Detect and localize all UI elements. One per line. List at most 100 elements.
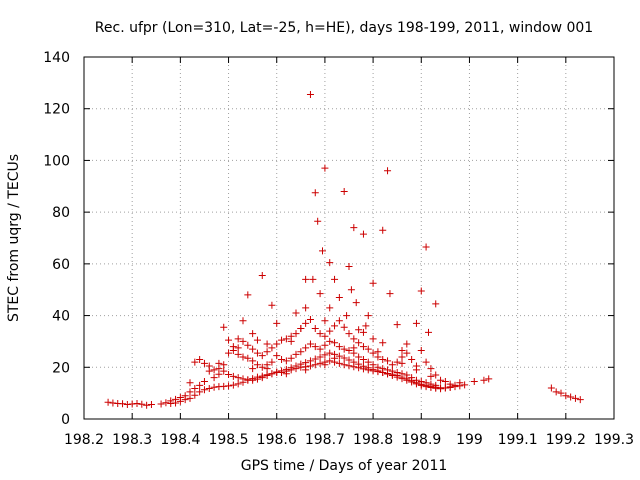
data-point	[273, 368, 281, 376]
data-point	[292, 309, 300, 317]
data-point	[316, 330, 324, 338]
data-point	[359, 230, 367, 238]
data-point	[249, 365, 257, 373]
data-point	[234, 335, 242, 343]
data-point	[119, 400, 127, 408]
data-point	[456, 379, 464, 387]
data-point	[249, 375, 257, 383]
data-point	[335, 293, 343, 301]
data-point	[287, 354, 295, 362]
data-point	[234, 380, 242, 388]
data-point	[278, 356, 286, 364]
x-tick-label: 198.8	[353, 432, 393, 448]
data-point	[355, 353, 363, 361]
x-tick-label: 199.1	[498, 432, 538, 448]
data-point	[441, 378, 449, 386]
data-point	[345, 262, 353, 270]
data-point	[350, 344, 358, 352]
x-tick-label: 199	[456, 432, 483, 448]
data-point	[437, 385, 445, 393]
data-point	[258, 363, 266, 371]
data-point	[311, 189, 319, 197]
data-point	[359, 343, 367, 351]
data-point	[393, 368, 401, 376]
data-point	[239, 353, 247, 361]
data-point	[432, 300, 440, 308]
data-point	[302, 344, 310, 352]
data-point	[340, 361, 348, 369]
data-point	[220, 323, 228, 331]
data-point	[326, 337, 334, 345]
data-point	[437, 376, 445, 384]
data-point	[557, 389, 565, 397]
data-point	[253, 349, 261, 357]
chart-title: Rec. ufpr (Lon=310, Lat=-25, h=HE), days…	[95, 20, 593, 36]
data-point	[571, 394, 579, 402]
data-point	[355, 326, 363, 334]
data-point	[403, 349, 411, 357]
data-point	[576, 396, 584, 404]
data-point	[427, 365, 435, 373]
data-point	[412, 366, 420, 374]
data-point	[109, 399, 117, 407]
x-tick-label: 198.4	[160, 432, 200, 448]
y-tick-label: 20	[52, 360, 70, 376]
data-point	[191, 384, 199, 392]
data-point	[147, 401, 155, 409]
data-point	[461, 381, 469, 389]
data-point	[316, 359, 324, 367]
data-point	[446, 380, 454, 388]
data-point	[398, 359, 406, 367]
data-point	[282, 370, 290, 378]
data-point	[388, 361, 396, 369]
data-point	[364, 345, 372, 353]
data-point	[314, 217, 322, 225]
data-point	[335, 359, 343, 367]
data-point	[384, 357, 392, 365]
data-point	[379, 226, 387, 234]
data-point	[157, 400, 165, 408]
data-point	[386, 290, 394, 298]
data-point	[104, 398, 112, 406]
data-point	[249, 345, 257, 353]
data-point	[425, 328, 432, 336]
data-point	[225, 336, 233, 344]
data-point	[191, 391, 199, 399]
data-point	[278, 367, 286, 375]
data-point	[321, 341, 329, 349]
y-tick-labels: 0 20 40 60 80 100 120 140	[43, 50, 70, 428]
x-tick-label: 198.5	[208, 432, 248, 448]
data-point	[263, 371, 271, 379]
data-point	[311, 325, 319, 332]
x-tick-label: 198.2	[64, 432, 104, 448]
data-point	[200, 359, 208, 367]
data-point	[306, 340, 314, 348]
data-point	[196, 381, 204, 389]
data-point	[331, 354, 339, 362]
data-point	[331, 275, 339, 283]
data-point	[244, 376, 252, 384]
data-point	[374, 363, 382, 371]
data-point	[451, 381, 459, 389]
data-point	[253, 336, 261, 344]
data-point	[278, 336, 286, 344]
data-point	[470, 378, 478, 386]
data-point	[287, 364, 295, 372]
data-point	[128, 400, 136, 408]
data-point	[268, 301, 276, 309]
data-point	[331, 322, 339, 330]
data-point	[196, 356, 204, 364]
data-point	[432, 381, 440, 389]
data-point	[403, 371, 411, 379]
data-point	[306, 90, 314, 98]
data-point	[422, 243, 430, 251]
data-point	[268, 358, 276, 366]
data-point	[412, 376, 420, 384]
data-point	[263, 348, 271, 356]
data-point	[331, 339, 339, 347]
data-point	[253, 373, 261, 381]
data-point	[369, 335, 377, 343]
data-point	[321, 317, 329, 325]
data-point	[258, 352, 266, 360]
